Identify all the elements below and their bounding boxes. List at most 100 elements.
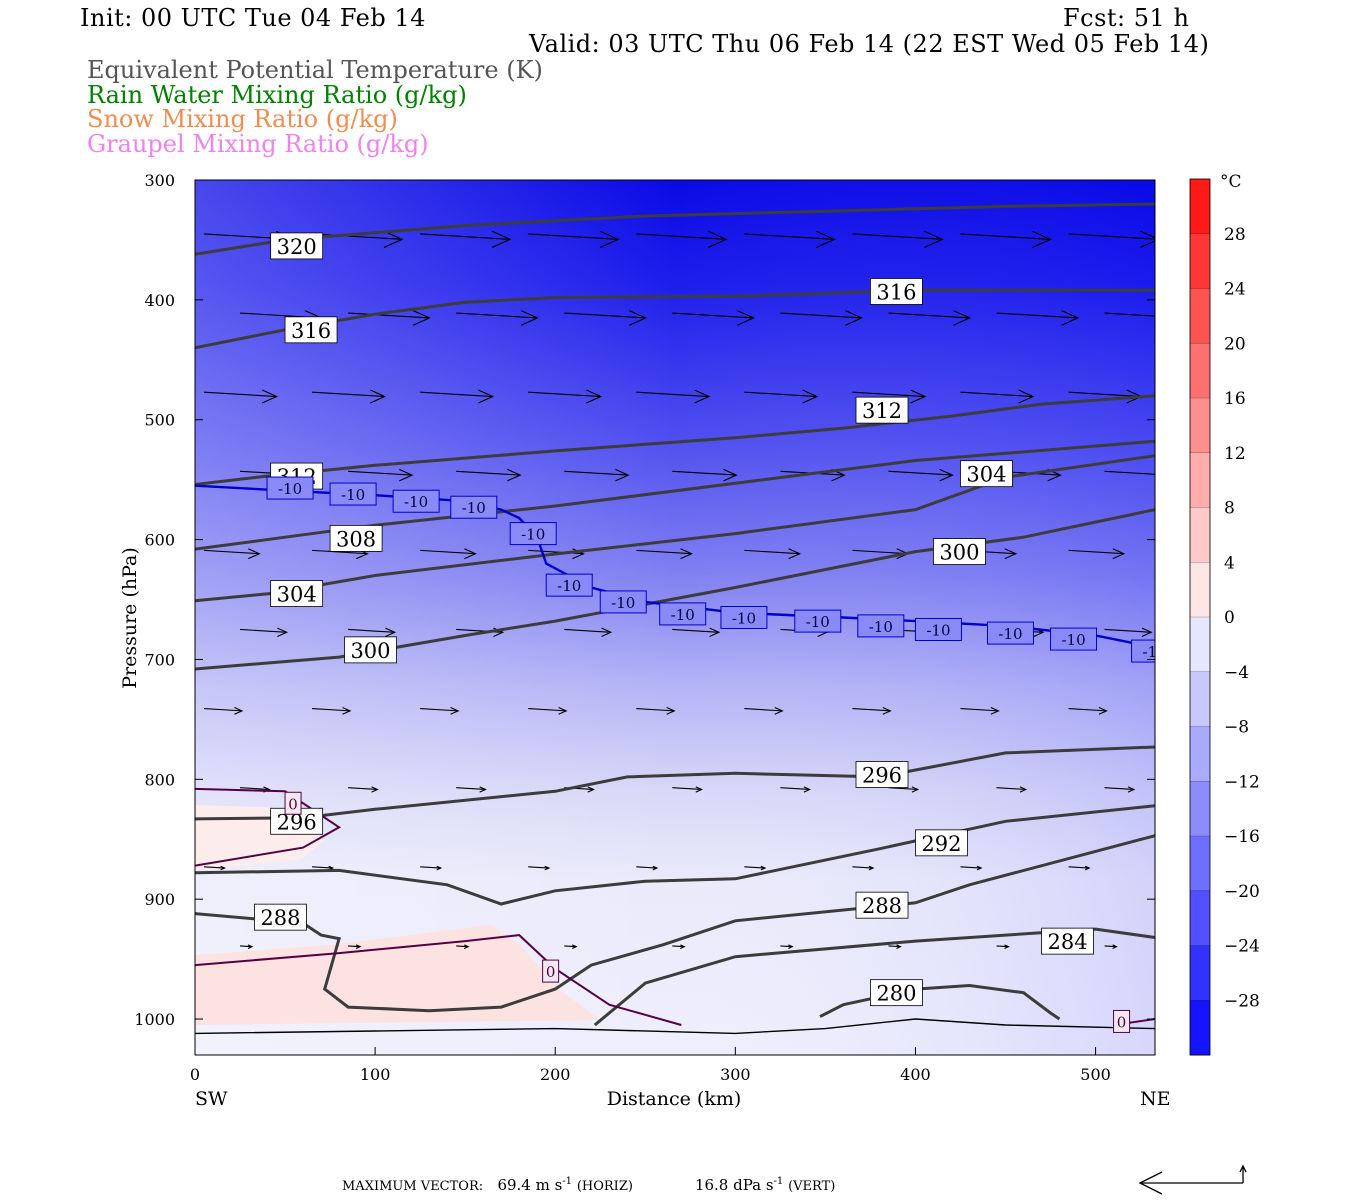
wind-vector [420, 230, 512, 248]
svg-text:296: 296 [862, 764, 902, 788]
wind-vector [636, 389, 711, 404]
y-tick-label: 500 [144, 411, 175, 430]
colorbar-segment [1190, 507, 1210, 563]
svg-text:-10: -10 [1061, 631, 1085, 649]
max-horiz-unit: (HORIZ) [576, 1179, 633, 1194]
wind-vector [1068, 548, 1126, 560]
wind-vector [420, 548, 477, 560]
legend-graupel: Graupel Mixing Ratio (g/kg) [87, 130, 429, 158]
theta-e-label-316: 316 [284, 316, 338, 344]
y-tick-label: 900 [144, 890, 175, 909]
temperature-label-minus10: -10 [720, 606, 768, 629]
wind-vector [1104, 627, 1153, 637]
theta-e-contour-308 [195, 439, 1155, 551]
wind-vector [780, 310, 864, 326]
wind-vector [420, 865, 443, 871]
max-horiz-exp: -1 [562, 1176, 573, 1187]
colorbar-segment [1190, 398, 1210, 454]
temperature-label-minus10: -10 [266, 476, 314, 500]
theta-e-label-288: 288 [855, 891, 909, 919]
y-tick-label: 700 [144, 650, 175, 669]
colorbar-tick-label: 20 [1224, 334, 1246, 354]
wind-vector [239, 627, 289, 637]
wind-vector [744, 706, 784, 715]
theta-e-label-304: 304 [270, 580, 324, 607]
wind-vector [852, 865, 875, 871]
y-tick-label: 800 [144, 770, 175, 789]
wind-vector [672, 786, 703, 793]
y-tick-label: 1000 [134, 1010, 175, 1029]
wind-vector [780, 786, 812, 793]
temperature-label-0: 0 [1113, 1009, 1131, 1033]
wind-vector [852, 230, 944, 248]
theta-e-label-288: 288 [254, 903, 307, 931]
wind-vector [528, 706, 568, 715]
x-axis-label: Distance (km) [607, 1088, 742, 1110]
x-tick-label: 500 [1080, 1065, 1111, 1084]
temperature-label-minus10: -10 [914, 617, 962, 641]
svg-text:288: 288 [260, 906, 300, 930]
temperature-label-minus10: -10 [329, 482, 377, 506]
max-vert-unit: (VERT) [788, 1179, 836, 1194]
wind-vector [420, 389, 495, 404]
theta-e-label-284: 284 [1041, 927, 1094, 955]
colorbar-tick-label: −12 [1224, 772, 1260, 792]
colorbar-segment [1190, 726, 1210, 782]
colorbar-tick-label: −24 [1224, 937, 1260, 957]
wind-vector [528, 865, 551, 871]
wind-vector [528, 389, 603, 404]
wind-vector [348, 944, 362, 949]
svg-text:-10: -10 [732, 610, 756, 628]
legend-snow: Snow Mixing Ratio (g/kg) [87, 105, 398, 133]
temperature-label-0: 0 [284, 791, 302, 815]
temperature-label-minus10: -10 [450, 495, 498, 519]
wind-vector [456, 944, 470, 949]
theta-e-label-316: 316 [870, 278, 923, 305]
init-time: Init: 00 UTC Tue 04 Feb 14 [80, 4, 426, 32]
theta-e-label-296: 296 [855, 761, 909, 788]
wind-vector [744, 230, 836, 248]
svg-text:-10: -10 [557, 577, 581, 595]
wind-vector [456, 310, 539, 326]
svg-text:316: 316 [291, 319, 331, 343]
svg-text:-10: -10 [341, 486, 365, 504]
svg-text:-10: -10 [869, 618, 893, 636]
wind-vector [672, 944, 686, 949]
y-axis-label: Pressure (hPa) [119, 547, 141, 689]
theta-e-label-300: 300 [344, 636, 397, 664]
svg-text:0: 0 [288, 795, 298, 813]
theta-e-label-320: 320 [270, 232, 324, 260]
colorbar-tick-label: 16 [1224, 389, 1246, 409]
wind-vector [1104, 470, 1155, 475]
wind-vector [348, 468, 414, 482]
max-vert-value: 16.8 dPa s [694, 1176, 774, 1194]
colorbar-segment [1190, 233, 1210, 289]
svg-text:0: 0 [546, 963, 556, 981]
theta-e-contour-280 [819, 983, 1061, 1021]
temperature-label-minus10: -10 [659, 602, 707, 626]
colorbar-tick-label: 28 [1224, 225, 1246, 245]
svg-text:0: 0 [1117, 1013, 1127, 1031]
theta-e-label-292: 292 [915, 829, 968, 857]
colorbar-unit: °C [1220, 172, 1242, 192]
wind-vector [996, 310, 1080, 326]
x-tick-label: 0 [190, 1065, 200, 1084]
temperature-label-minus10: -10 [986, 621, 1034, 645]
wind-vector [672, 468, 738, 482]
svg-text:312: 312 [862, 399, 902, 423]
theta-e-label-308: 308 [329, 524, 383, 552]
wind-vector [564, 944, 578, 949]
theta-e-contour-288 [195, 834, 1155, 1013]
wind-vector [348, 310, 431, 326]
colorbar-segment [1190, 836, 1210, 892]
temperature-label-minus10: -10 [1131, 639, 1155, 663]
theta-e-label-304: 304 [960, 460, 1013, 488]
temperature-contour-0 [195, 934, 682, 1026]
svg-text:316: 316 [876, 280, 916, 304]
svg-text:-10: -10 [521, 526, 545, 544]
wind-vector [636, 865, 659, 871]
wind-vector [888, 468, 954, 482]
colorbar-frame [1189, 178, 1211, 1056]
valid-time: Valid: 03 UTC Thu 06 Feb 14 (22 EST Wed … [529, 30, 1210, 58]
svg-text:280: 280 [876, 982, 916, 1006]
